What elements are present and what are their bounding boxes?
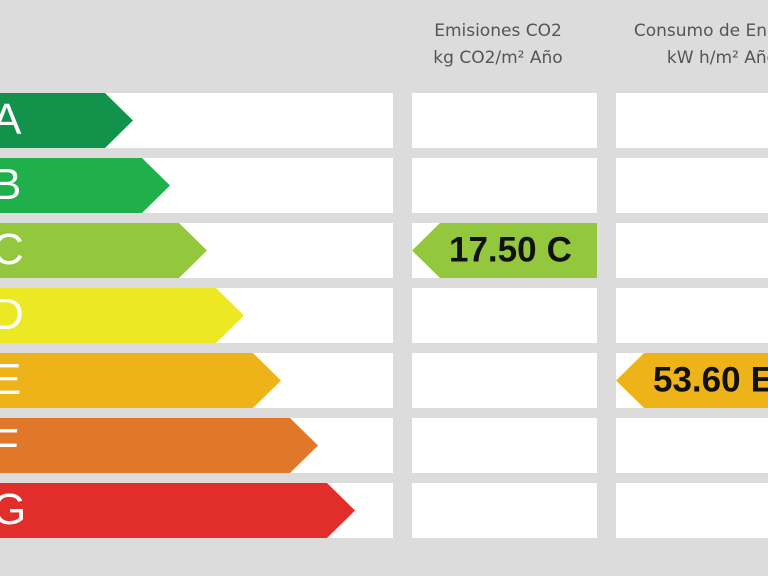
rating-letter: F [0, 420, 19, 469]
cell [616, 223, 768, 278]
value-label: 17.50 C [449, 231, 572, 270]
cell [412, 483, 597, 538]
value-label: 53.60 E [653, 361, 768, 400]
value-arrow [616, 353, 768, 408]
cell [412, 158, 597, 213]
rating-letter: B [0, 160, 21, 209]
rating-arrow [0, 223, 207, 278]
value-number: 17.50 [449, 231, 537, 270]
cell [412, 93, 597, 148]
rating-arrow [0, 288, 244, 343]
value-arrow [412, 223, 597, 278]
column-header-unit: kg CO2/m² Año [433, 48, 562, 68]
cell [616, 418, 768, 473]
cell [616, 288, 768, 343]
rating-arrow [0, 93, 133, 148]
cell [412, 353, 597, 408]
rating-letter: G [0, 485, 26, 534]
rating-letter: A [0, 95, 22, 144]
rating-arrow [0, 483, 355, 538]
rating-letter: C [0, 225, 24, 274]
rating-arrow [0, 353, 281, 408]
column-header: Consumo de Energía [634, 21, 768, 41]
column-header-unit: kW h/m² Año [667, 48, 768, 68]
rating-letter: D [0, 290, 24, 339]
value-class: C [547, 231, 572, 270]
rating-arrow [0, 418, 318, 473]
cell [616, 483, 768, 538]
value-class: E [751, 361, 768, 400]
cell [412, 288, 597, 343]
cell [412, 418, 597, 473]
cell [616, 93, 768, 148]
rating-letter: E [0, 355, 21, 404]
column-header: Emisiones CO2 [434, 21, 562, 41]
value-number: 53.60 [653, 361, 741, 400]
rating-arrow [0, 158, 170, 213]
cell [616, 158, 768, 213]
